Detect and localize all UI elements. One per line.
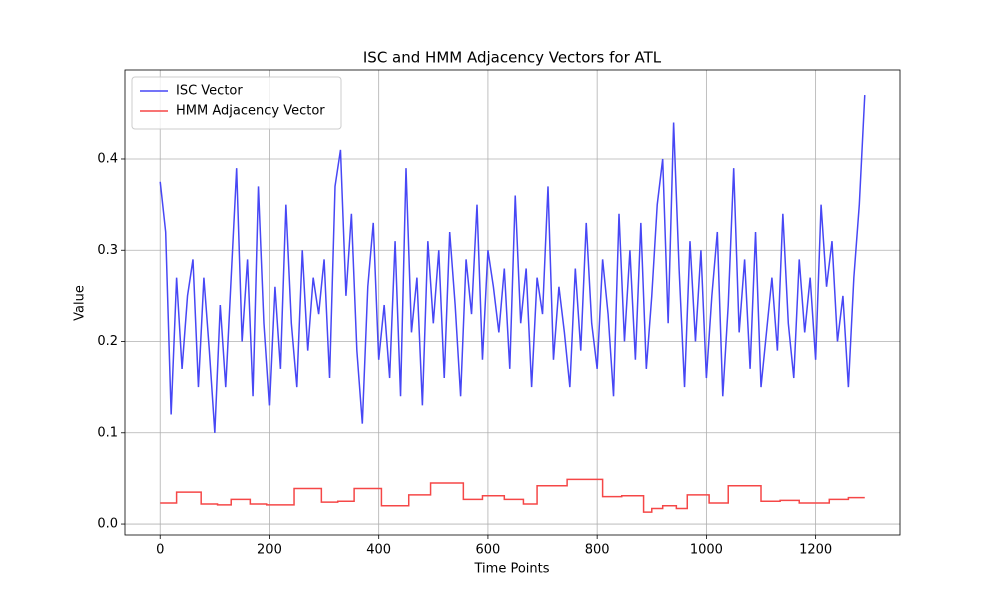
data-line xyxy=(160,478,865,513)
x-axis-label: Time Points xyxy=(474,562,550,577)
x-tick-label: 400 xyxy=(366,543,391,558)
y-tick-label: 0.2 xyxy=(97,334,118,349)
x-tick-label: 0 xyxy=(156,543,164,558)
data-line xyxy=(159,95,866,433)
x-tick-label: 800 xyxy=(585,543,610,558)
y-tick-label: 0.0 xyxy=(97,517,118,532)
y-tick-label: 0.4 xyxy=(97,151,118,166)
x-tick-label: 1000 xyxy=(690,543,723,558)
plot-frame xyxy=(124,69,901,536)
x-tick-label: 200 xyxy=(257,543,282,558)
x-tick-label: 600 xyxy=(476,543,501,558)
legend-label: HMM Adjacency Vector xyxy=(176,104,325,119)
x-tick-label: 1200 xyxy=(799,543,832,558)
y-tick-label: 0.3 xyxy=(97,243,118,258)
chart-title: ISC and HMM Adjacency Vectors for ATL xyxy=(363,49,662,67)
legend-box xyxy=(131,76,342,130)
y-axis-label: Value xyxy=(73,285,88,321)
legend-label: ISC Vector xyxy=(176,84,243,99)
y-tick-label: 0.1 xyxy=(97,425,118,440)
